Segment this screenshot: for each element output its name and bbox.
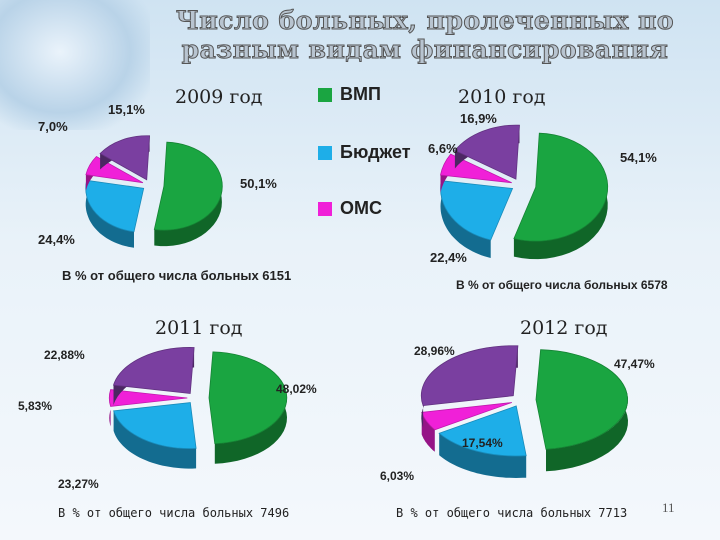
data-label-0-0: 50,1% [240,176,277,191]
data-label-1-0: 54,1% [620,150,657,165]
data-label-3-2: 6,03% [380,469,414,483]
legend-label-oms: ОМС [340,198,382,218]
legend-label-vmp: ВМП [340,84,381,104]
data-label-1-3: 16,9% [460,111,497,126]
legend-swatch-vmp [318,87,332,102]
pie-slice-ОМС-2 [108,389,188,407]
legend-label-budget: Бюджет [340,142,411,162]
pie-slice-side-3-1 [439,433,527,478]
chart-2009-note: В % от общего числа больных 6151 [62,268,292,283]
data-label-3-3: 28,96% [414,344,455,358]
data-label-2-1: 23,27% [58,477,99,491]
data-label-2-0: 48,02% [276,382,317,396]
chart-2011-note: В % от общего числа больных 7496 [58,506,290,520]
pie-slice-Прочее-1 [454,124,520,180]
chart-2010-title: 2010 год [458,86,546,108]
pie-slice-Прочее-2 [112,347,195,394]
legend-item-oms: ОМС [318,198,382,219]
data-label-0-1: 24,4% [38,232,75,247]
data-label-3-0: 47,47% [614,357,655,371]
pie-slice-Бюджет-0 [85,179,145,233]
pie-slice-ОМС-3 [421,402,512,431]
pie-slice-ВМП-3 [535,349,628,450]
page-title-line1: Число больных, пролеченных по [175,6,675,36]
data-label-2-3: 22,88% [44,348,85,362]
legend-swatch-budget [318,145,332,160]
chart-2012-note: В % от общего числа больных 7713 [396,506,628,520]
page-title-line2: разным видам финансирования [181,35,669,65]
data-label-0-3: 15,1% [108,102,145,117]
pie-slice-side-2-1 [113,410,197,469]
legend-item-vmp: ВМП [318,84,381,105]
pie-slice-side-0-1 [85,180,134,248]
pie-chart-2010-год: 54,1% 22,4% 6,6%16,9% [428,111,657,265]
chart-2012-title: 2012 год [520,317,608,339]
data-label-2-2: 5,83% [18,399,52,413]
pie-slice-ВМП-1 [513,132,609,242]
pie-slice-ВМП-2 [208,351,288,445]
data-label-3-1: 17,54% [462,436,503,450]
data-label-1-2: 6,6% [428,141,458,156]
chart-2009-title: 2009 год [175,86,263,108]
data-label-1-1: 22,4% [430,250,467,265]
legend-swatch-oms [318,201,332,216]
pie-chart-2011-год: 48,02% 23,27% 5,83% 22,88% [18,347,317,491]
pie-slice-side-3-2 [421,412,435,452]
page-number: 11 [662,500,675,515]
page-title: Число больных, пролеченных по разным вид… [130,6,720,65]
pie-slice-Прочее-3 [420,345,519,407]
pie-slice-Бюджет-2 [113,402,197,449]
pie-slice-ВМП-0 [153,141,223,231]
pie-slice-Прочее-0 [99,135,151,181]
doctor-photo [0,0,150,130]
pie-slice-side-1-1 [440,180,491,258]
pie-slice-Бюджет-3 [438,405,527,457]
data-label-0-2: 7,0% [38,119,68,134]
legend-item-budget: Бюджет [318,142,411,163]
pie-chart-2009-год: 50,1% 24,4% 7,0% 15,1% [38,102,277,248]
chart-2011-title: 2011 год [155,317,243,339]
chart-2010-note: В % от общего числа больных 6578 [456,278,668,292]
pie-chart-2012-год: 47,47% 17,54% 6,03% 28,96% [380,344,655,483]
